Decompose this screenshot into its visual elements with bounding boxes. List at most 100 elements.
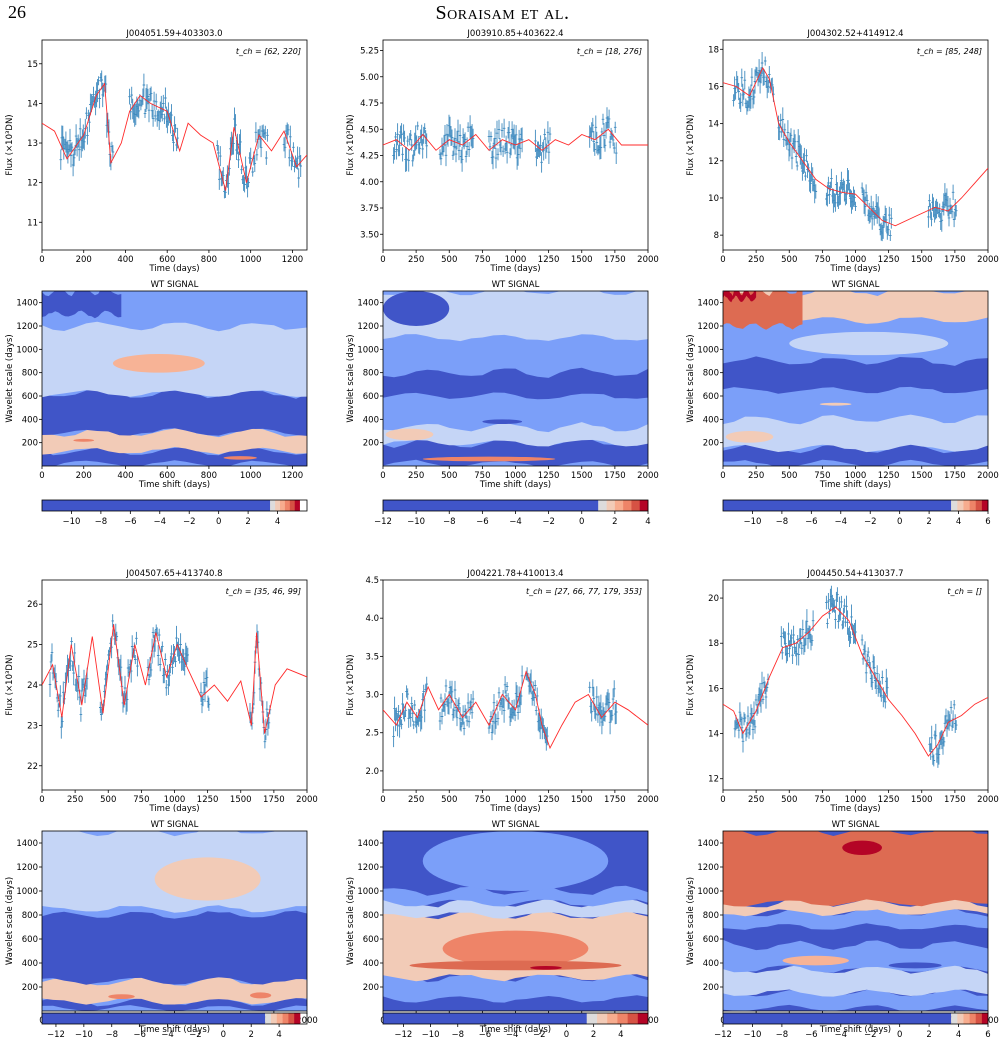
- lightcurve-data-points: [927, 183, 958, 232]
- lightcurve-xtick-label: 250: [408, 795, 424, 805]
- lightcurve-xtick-label: 1500: [230, 795, 252, 805]
- colorbar-frame: [722, 499, 989, 512]
- panel-3: 0 250 500 750 1000 1250 1500 1750 20008101214161…: [686, 29, 999, 527]
- colorbar-segment: [270, 1013, 278, 1024]
- wavelet-contour-band: [723, 907, 988, 930]
- lightcurve-plot-area: [723, 585, 988, 768]
- colorbar-segment: [280, 500, 286, 511]
- lightcurve-plot-area: [723, 52, 988, 242]
- wavelet-xtick-label: 1250: [538, 471, 560, 481]
- lightcurve-plot-area: [42, 70, 307, 199]
- wavelet-contour-band: [42, 975, 307, 1005]
- lightcurve-xtick-label: 1750: [944, 255, 966, 265]
- wavelet-ytick-label: 1000: [16, 887, 38, 897]
- wavelet-contour-band: [723, 291, 757, 303]
- colorbar-tick-label: −2: [183, 517, 196, 527]
- wavelet-ytick-label: 1400: [357, 299, 379, 309]
- colorbar-tick-label: −4: [835, 517, 848, 527]
- colorbar-tick-label: −8: [105, 1030, 118, 1040]
- lightcurve-model-line: [723, 606, 988, 757]
- lightcurve-ytick-label: 4.25: [360, 152, 379, 162]
- wavelet-xtick-label: 2000: [977, 471, 999, 481]
- colorbar-tick-label: −4: [154, 517, 167, 527]
- wavelet-ytick-label: 200: [363, 439, 379, 449]
- wavelet-xtick-label: 0: [720, 471, 725, 481]
- colorbar-tick-label: −2: [542, 517, 555, 527]
- lightcurve-data-points: [282, 122, 302, 188]
- lightcurve-xtick-label: 750: [474, 795, 490, 805]
- wavelet-ytick-label: 400: [703, 415, 719, 425]
- colorbar-segment: [598, 500, 607, 511]
- lightcurve-xtick-label: 250: [748, 795, 764, 805]
- wavelet-ytick-label: 800: [703, 911, 719, 921]
- colorbar-tick-label: 2: [248, 1030, 253, 1040]
- lightcurve-frame: [41, 39, 308, 251]
- lightcurve-plot-area: [383, 107, 648, 173]
- colorbar-tick-label: 2: [926, 517, 931, 527]
- colorbar-tick-label: −8: [95, 517, 108, 527]
- colorbar-segment: [975, 1013, 983, 1024]
- lightcurve-xtick-label: 1500: [571, 795, 593, 805]
- lightcurve-xtick-label: 0: [380, 255, 385, 265]
- lightcurve-xlabel: Time (days): [489, 804, 540, 814]
- colorbar-tick-label: 0: [579, 517, 584, 527]
- lightcurve-ytick-label: 5.00: [360, 73, 379, 83]
- lightcurve-ytick-label: 13: [27, 139, 38, 149]
- wavelet-ytick-label: 600: [363, 935, 379, 945]
- wavelet-ylabel: Wavelet scale (days): [346, 334, 356, 422]
- lightcurve-data-points: [438, 114, 475, 172]
- wavelet-title: WT SIGNAL: [151, 820, 199, 830]
- lightcurve-xtick-label: 600: [159, 255, 175, 265]
- lightcurve-data-points: [860, 634, 889, 709]
- wavelet-ytick-label: 800: [363, 369, 379, 379]
- lightcurve-data-points: [248, 624, 272, 749]
- lightcurve-xtick-label: 1750: [263, 795, 285, 805]
- colorbar-tick-label: −4: [161, 1030, 174, 1040]
- lightcurve-tch-annotation: t_ch = [18, 276]: [577, 47, 642, 56]
- lightcurve-ytick-label: 25: [27, 641, 38, 651]
- lightcurve-model-line: [723, 66, 988, 227]
- lightcurve-xtick-label: 1750: [604, 795, 626, 805]
- wavelet-ytick-label: 1200: [357, 863, 379, 873]
- lightcurve-data-points: [59, 70, 115, 177]
- colorbar-frame: [382, 1012, 649, 1025]
- lightcurve-title: J004450.54+413037.7: [806, 569, 903, 579]
- wavelet-xtick-label: 600: [159, 471, 175, 481]
- colorbar-segment: [294, 1013, 301, 1024]
- lightcurve-ytick-label: 14: [708, 120, 719, 130]
- colorbar-tick-label: −2: [864, 1030, 877, 1040]
- lightcurve-plot-area: [383, 665, 648, 751]
- wavelet-xtick-label: 1000: [240, 471, 262, 481]
- colorbar-segment: [607, 1013, 618, 1024]
- wavelet-xtick-label: 1750: [604, 471, 626, 481]
- wavelet-contour-blob: [442, 930, 589, 967]
- lightcurve-title: J004302.52+414912.4: [806, 29, 903, 39]
- colorbar-segment: [957, 500, 964, 511]
- lightcurve-ytick-label: 2.0: [365, 767, 379, 777]
- lightcurve-ytick-label: 12: [708, 775, 719, 785]
- colorbar-tick-label: 0: [897, 517, 902, 527]
- wavelet-contour-blob: [482, 419, 523, 424]
- wavelet-contour-blob: [108, 994, 135, 999]
- colorbar-tick-label: −12: [374, 517, 392, 527]
- wavelet-xlabel: Time shift (days): [138, 480, 210, 490]
- lightcurve-data-points: [825, 168, 857, 214]
- colorbar-segment: [969, 500, 977, 511]
- lightcurve-data-points: [392, 121, 428, 172]
- panel-6: 0 250 500 750 1000 1250 1500 1750 20001214161820…: [686, 569, 999, 1040]
- colorbar-segment: [631, 500, 641, 511]
- lightcurve-xtick-label: 1250: [538, 255, 560, 265]
- lightcurve-frame: [382, 579, 649, 791]
- wavelet-xtick-label: 500: [781, 471, 797, 481]
- lightcurve-ytick-label: 16: [708, 684, 719, 694]
- lightcurve-xtick-label: 250: [408, 255, 424, 265]
- lightcurve-ytick-label: 4.00: [360, 178, 379, 188]
- wavelet-contour-band: [383, 972, 648, 1003]
- colorbar-tick-label: 2: [612, 517, 617, 527]
- lightcurve-data-points: [146, 624, 189, 696]
- wavelet-contour-band: [42, 388, 307, 436]
- wavelet-contour-blob: [154, 857, 261, 901]
- lightcurve-xtick-label: 1000: [845, 795, 867, 805]
- lightcurve-model-line: [42, 82, 307, 191]
- wavelet-xtick-label: 500: [441, 471, 457, 481]
